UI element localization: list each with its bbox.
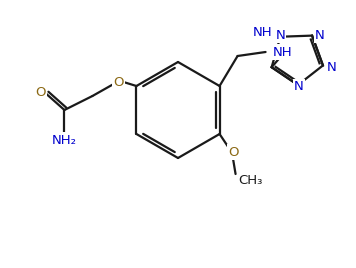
Text: O: O [228, 146, 239, 158]
Text: N: N [294, 80, 304, 94]
Text: N: N [276, 29, 285, 42]
Text: CH₃: CH₃ [239, 173, 263, 187]
Text: NH: NH [273, 46, 292, 58]
Text: N: N [327, 61, 337, 74]
Text: NH₂: NH₂ [52, 133, 77, 147]
Text: O: O [35, 85, 46, 99]
Text: N: N [315, 29, 325, 42]
Text: O: O [113, 76, 124, 88]
Text: NH: NH [253, 26, 272, 39]
